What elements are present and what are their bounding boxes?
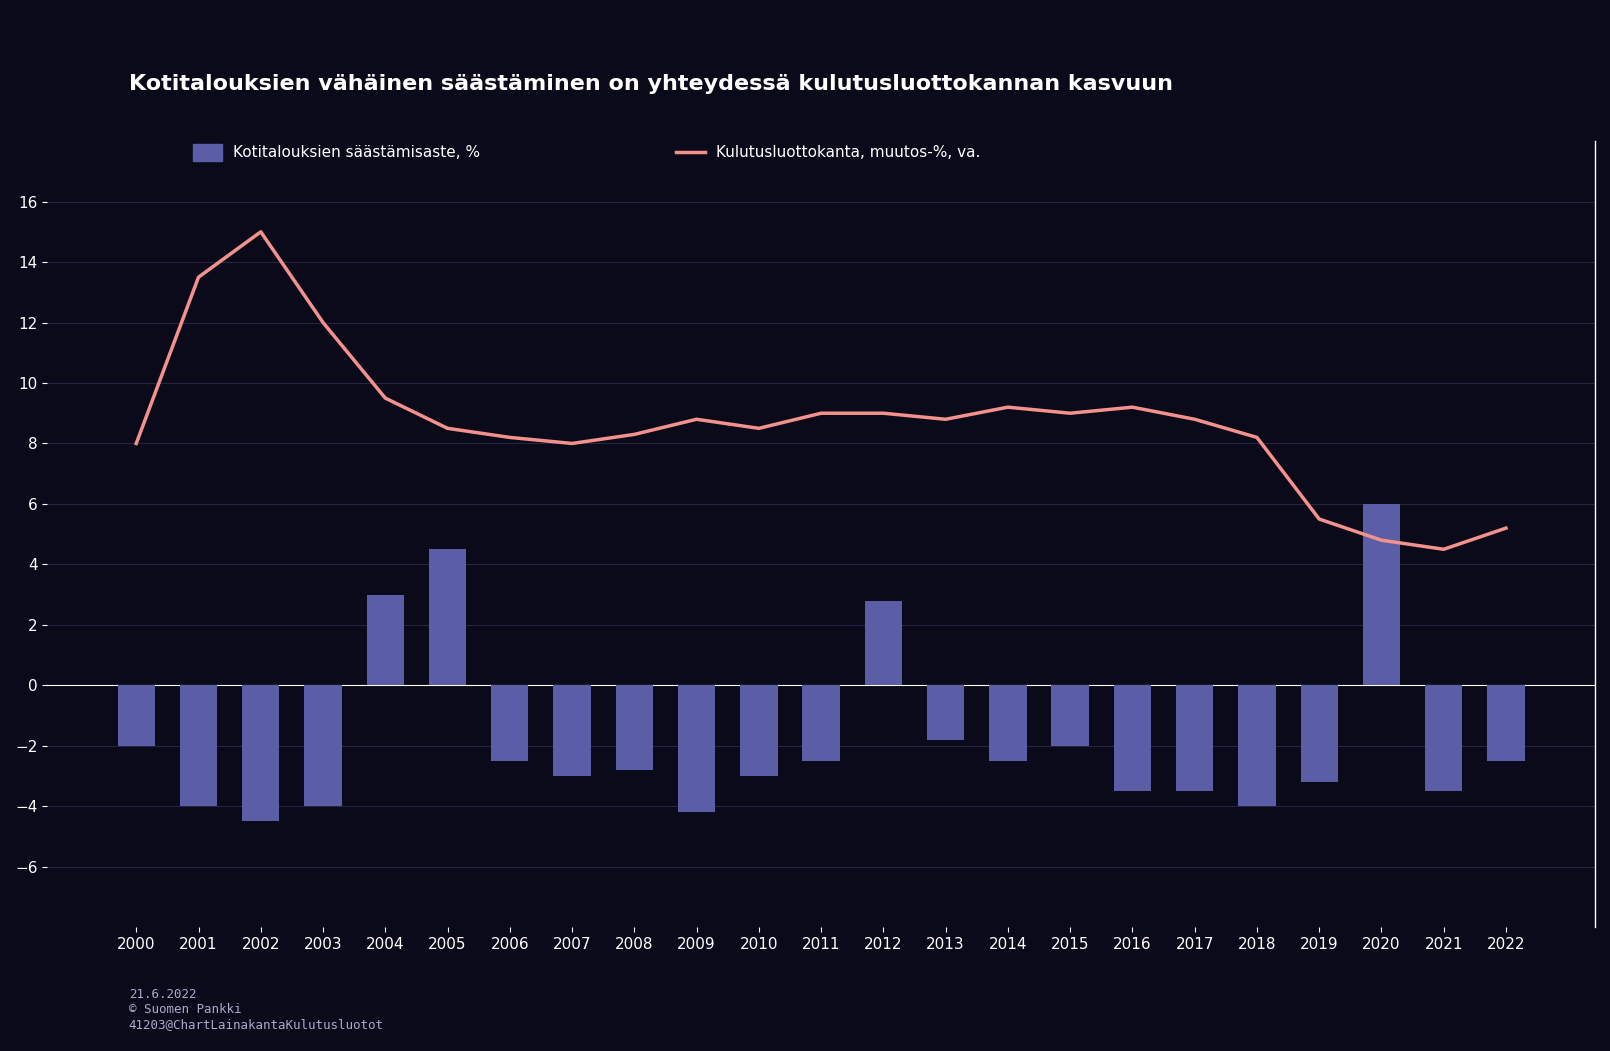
Text: 21.6.2022
© Suomen Pankki
41203@ChartLainakantaKulutusluotot: 21.6.2022 © Suomen Pankki 41203@ChartLai… [129,988,383,1031]
Bar [1301,685,1338,782]
Bar [1175,685,1214,791]
Bar [428,550,467,685]
Bar [1488,685,1525,761]
Text: Kulutusluottokanta, muutos-%, va.: Kulutusluottokanta, muutos-%, va. [716,145,980,160]
Bar [1362,503,1401,685]
Bar [927,685,964,740]
Bar [1051,685,1088,746]
Bar [741,685,778,776]
Bar [615,685,654,770]
Bar [1425,685,1462,791]
Bar [367,595,404,685]
Bar [118,685,155,746]
Bar [865,601,902,685]
Bar [304,685,341,806]
Bar [989,685,1027,761]
Bar [678,685,715,812]
Bar [180,685,217,806]
Bar [554,685,591,776]
Bar [1238,685,1275,806]
Bar [802,685,840,761]
Bar [242,685,280,822]
Bar [1114,685,1151,791]
Text: Kotitalouksien säästämisaste, %: Kotitalouksien säästämisaste, % [233,145,480,160]
Text: Kotitalouksien vähäinen säästäminen on yhteydessä kulutusluottokannan kasvuun: Kotitalouksien vähäinen säästäminen on y… [129,74,1172,94]
Bar [491,685,528,761]
